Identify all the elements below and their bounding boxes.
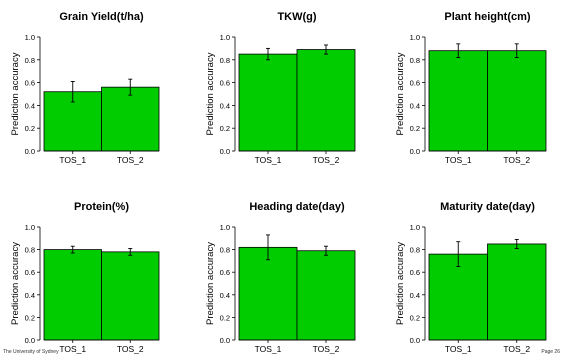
x-tick-label: TOS_2 [117,344,144,354]
y-tick-label: 0.4 [25,101,35,110]
bar-tos-2 [101,251,160,341]
y-tick-label: 0.6 [25,79,35,88]
y-tick-label: 0.6 [220,268,230,277]
y-tick-label: 0.2 [410,313,420,322]
y-tick-label: 0.8 [25,56,35,65]
chart-title: Heading date(day) [249,201,345,213]
x-tick-label: TOS_1 [445,344,472,354]
bar-tos-1 [43,249,102,341]
y-tick-label: 1.0 [410,33,420,42]
chart-panel-5: Heading date(day) Prediction accuracy 0.0 0… [205,201,356,354]
y-tick-label: 0.4 [410,101,420,110]
y-tick-label: 0.0 [25,147,35,156]
chart-panel-4: Protein(%) Prediction accuracy 0.0 0.2 0.4 0.… [10,201,160,354]
y-tick-label: 0.0 [220,336,230,345]
y-tick-label: 0.4 [220,291,230,300]
y-tick-label: 0.0 [410,147,420,156]
chart-title: Maturity date(day) [440,201,535,213]
y-axis-label: Prediction accuracy [205,242,216,325]
footer-university: The University of Sydney [3,349,59,355]
y-tick-label: 1.0 [220,33,230,42]
y-tick-label: 0.8 [410,246,420,255]
y-axis-label: Prediction accuracy [395,52,406,135]
y-tick-label: 0.2 [220,313,230,322]
bar-tos-2 [487,243,547,341]
chart-title: Grain Yield(t/ha) [59,11,144,23]
y-axis-label: Prediction accuracy [205,52,216,135]
bar-tos-2 [296,49,356,152]
bar-tos-1 [428,253,488,341]
chart-title: Plant height(cm) [444,11,531,23]
y-tick-label: 1.0 [25,223,35,232]
y-tick-label: 1.0 [25,33,35,42]
y-tick-label: 0.8 [410,56,420,65]
y-tick-label: 0.6 [410,268,420,277]
y-tick-label: 1.0 [410,223,420,232]
y-tick-label: 0.4 [25,291,35,300]
y-tick-label: 0.2 [220,124,230,133]
y-axis-label: Prediction accuracy [10,242,21,325]
footer-page-number: Page 26 [541,349,560,355]
y-tick-label: 0.2 [25,313,35,322]
bar-tos-1 [238,53,298,152]
chart-panel-3: Plant height(cm) Prediction accuracy 0.0 0.… [395,11,547,165]
y-tick-label: 0.6 [410,79,420,88]
chart-panel-1: Grain Yield(t/ha) Prediction accuracy 0.0 0… [10,11,160,165]
y-tick-label: 0.0 [410,336,420,345]
x-tick-label: TOS_1 [445,155,472,165]
chart-panel-6: Maturity date(day) Prediction accuracy 0.0… [395,201,547,354]
x-tick-label: TOS_1 [255,344,282,354]
x-tick-label: TOS_2 [117,155,144,165]
y-tick-label: 0.4 [220,101,230,110]
y-tick-label: 0.0 [25,336,35,345]
y-tick-label: 0.4 [410,291,420,300]
x-tick-label: TOS_2 [503,344,530,354]
x-tick-label: TOS_1 [59,344,86,354]
x-tick-label: TOS_2 [503,155,530,165]
y-tick-label: 0.2 [25,124,35,133]
y-tick-label: 0.2 [410,124,420,133]
y-tick-label: 0.6 [25,268,35,277]
x-tick-label: TOS_2 [313,155,340,165]
y-tick-label: 0.0 [220,147,230,156]
x-tick-label: TOS_1 [59,155,86,165]
bar-tos-1 [428,50,488,152]
y-tick-label: 0.8 [220,246,230,255]
x-tick-label: TOS_1 [255,155,282,165]
x-tick-label: TOS_2 [313,344,340,354]
bar-tos-1 [238,246,298,341]
chart-title: Protein(%) [74,201,129,213]
chart-panel-2: TKW(g) Prediction accuracy 0.0 0.2 0.4 0.6 0.8… [205,11,356,165]
y-tick-label: 1.0 [220,223,230,232]
bar-tos-2 [101,86,160,152]
bar-tos-2 [296,250,356,341]
y-tick-label: 0.8 [220,56,230,65]
y-tick-label: 0.8 [25,246,35,255]
y-axis-label: Prediction accuracy [10,52,21,135]
bar-tos-2 [487,50,547,152]
y-axis-label: Prediction accuracy [395,242,406,325]
y-tick-label: 0.6 [220,79,230,88]
chart-title: TKW(g) [277,11,316,23]
